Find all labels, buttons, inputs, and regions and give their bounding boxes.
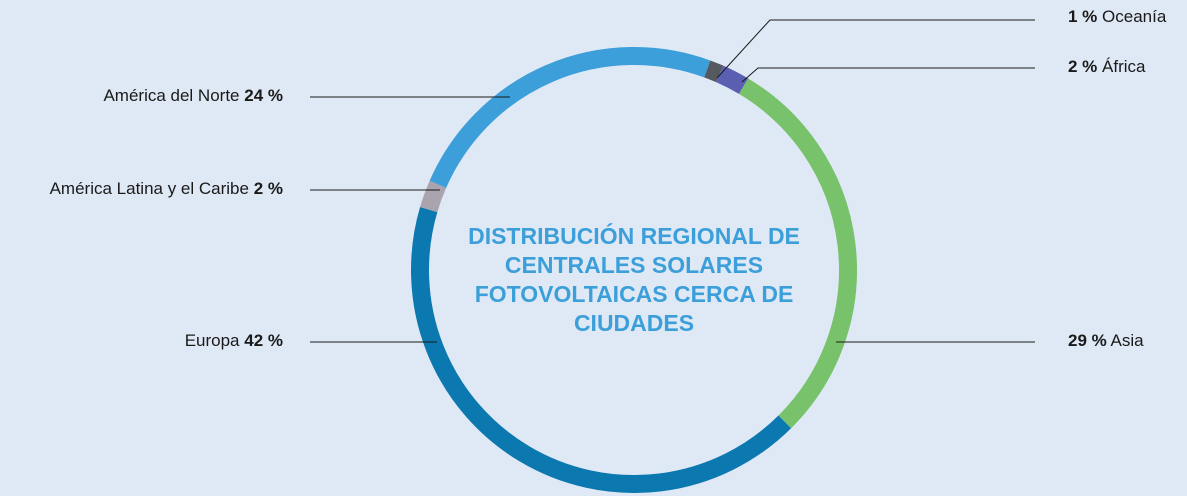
category-label: América del Norte: [103, 86, 239, 105]
donut-segment: [429, 47, 711, 188]
data-label: 2 % África: [1068, 57, 1146, 76]
chart-title: DISTRIBUCIÓN REGIONAL DE CENTRALES SOLAR…: [468, 223, 800, 336]
value-label: 24 %: [244, 86, 283, 105]
donut-segment: [420, 180, 447, 213]
donut-segment: [738, 78, 857, 429]
value-label: 2 %: [254, 179, 283, 198]
donut-segment: [411, 207, 792, 493]
value-label: 42 %: [244, 331, 283, 350]
data-label: 1 % Oceanía: [1068, 7, 1167, 26]
value-label: 1 %: [1068, 7, 1097, 26]
leader-line: [741, 67, 1035, 83]
data-label: 29 % Asia: [1068, 331, 1144, 350]
category-label: América Latina y el Caribe: [50, 179, 249, 198]
category-label: Oceanía: [1102, 7, 1167, 26]
leader-line: [716, 19, 1035, 79]
data-label: América del Norte 24 %: [103, 86, 283, 105]
donut-segment: [715, 65, 749, 94]
category-label: África: [1102, 57, 1146, 76]
data-label: Europa 42 %: [185, 331, 283, 350]
donut-segment: [704, 60, 724, 83]
category-label: Asia: [1111, 331, 1145, 350]
data-label: América Latina y el Caribe 2 %: [50, 179, 283, 198]
category-label: Europa: [185, 331, 240, 350]
value-label: 2 %: [1068, 57, 1097, 76]
value-label: 29 %: [1068, 331, 1107, 350]
